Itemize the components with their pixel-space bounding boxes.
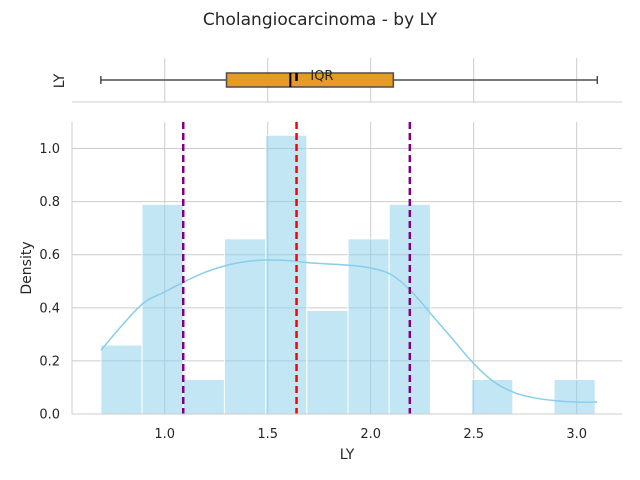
y-axis-label: Density <box>19 241 35 294</box>
boxplot-panel: LY IQR <box>52 58 622 103</box>
y-tick-label: 0.4 <box>39 301 60 316</box>
x-tick-label: 1.5 <box>257 427 278 442</box>
histogram-panel: 1.0 1.5 2.0 2.5 3.0 0.0 0.2 0.4 0.6 0.8 1.0 LY De… <box>19 122 622 463</box>
histogram-bar <box>182 378 225 415</box>
histogram-bar <box>265 134 308 415</box>
x-axis-label: LY <box>340 447 355 463</box>
x-tick-label: 2.0 <box>360 427 381 442</box>
y-tick-label: 0.0 <box>39 408 60 423</box>
iqr-box <box>225 72 395 88</box>
y-tick-labels: 0.0 0.2 0.4 0.6 0.8 1.0 <box>39 142 60 422</box>
x-tick-label: 1.0 <box>154 427 175 442</box>
boxplot-marks <box>100 72 599 88</box>
histogram-bar <box>306 309 349 415</box>
histogram-bar <box>141 203 184 415</box>
chart-title: Cholangiocarcinoma - by LY <box>203 10 438 30</box>
x-tick-label: 2.5 <box>463 427 484 442</box>
statistic-lines <box>181 122 412 414</box>
kde-curve <box>100 259 598 403</box>
y-tick-label: 1.0 <box>39 142 60 157</box>
y-tick-label: 0.6 <box>39 248 60 263</box>
x-tick-label: 3.0 <box>566 427 587 442</box>
boxplot-y-axis-label: LY <box>52 73 68 88</box>
histogram-bar <box>100 344 143 415</box>
y-tick-label: 0.2 <box>39 354 60 369</box>
histogram-bars <box>100 134 596 415</box>
iqr-annotation: IQR <box>310 69 333 84</box>
histogram-bar <box>553 378 596 415</box>
y-tick-label: 0.8 <box>39 195 60 210</box>
x-tick-labels: 1.0 1.5 2.0 2.5 3.0 <box>154 427 587 442</box>
histogram-bar <box>471 378 514 415</box>
